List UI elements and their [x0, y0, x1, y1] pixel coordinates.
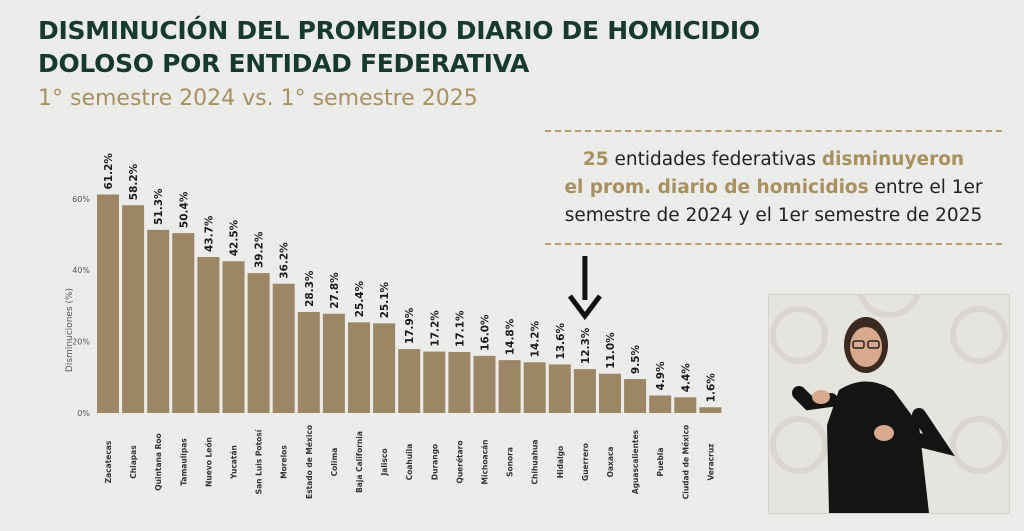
- category-label: Guerrero: [581, 443, 590, 481]
- data-label: 28.3%: [304, 270, 316, 307]
- data-label: 25.1%: [379, 281, 391, 318]
- data-label: 14.8%: [505, 318, 517, 355]
- data-label: 39.2%: [254, 231, 266, 268]
- category-label: Tamaulipas: [179, 438, 188, 486]
- title-line-2: DOLOSO POR ENTIDAD FEDERATIVA: [38, 49, 529, 78]
- data-label: 25.4%: [354, 280, 366, 317]
- data-label: 9.5%: [630, 344, 642, 374]
- bar: [172, 233, 195, 413]
- page-title: DISMINUCIÓN DEL PROMEDIO DIARIO DE HOMIC…: [38, 14, 760, 80]
- title-line-1: DISMINUCIÓN DEL PROMEDIO DIARIO DE HOMIC…: [38, 16, 760, 45]
- bar: [272, 283, 295, 413]
- category-label: Aguascalientes: [631, 429, 640, 494]
- bar: [674, 397, 697, 413]
- data-label: 12.3%: [580, 327, 592, 364]
- data-label: 17.9%: [404, 307, 416, 344]
- category-label: Zacatecas: [104, 440, 113, 483]
- data-label: 36.2%: [279, 242, 291, 279]
- callout-count: 25: [582, 149, 609, 170]
- category-label: Ciudad de México: [681, 425, 690, 499]
- bar: [197, 256, 220, 413]
- y-tick-label: 60%: [72, 195, 90, 204]
- category-label: Durango: [430, 444, 439, 480]
- bar: [473, 355, 496, 413]
- data-label: 13.6%: [555, 323, 567, 360]
- bar: [523, 362, 546, 413]
- bar: [649, 395, 672, 413]
- bar: [122, 205, 145, 413]
- data-label: 58.2%: [128, 163, 140, 200]
- bar: [147, 229, 170, 413]
- callout-line-3: semestre de 2024 y el 1er semestre de 20…: [564, 205, 983, 226]
- data-label: 4.4%: [680, 363, 692, 393]
- callout-text: 25 entidades federativas disminuyeron el…: [545, 146, 1002, 230]
- data-label: 43.7%: [203, 215, 215, 252]
- category-label: Baja California: [355, 431, 364, 493]
- bar: [398, 349, 421, 413]
- callout-divider-bottom: [545, 243, 1002, 245]
- category-label: Hidalgo: [556, 446, 565, 478]
- bar: [322, 313, 345, 413]
- category-label: San Luis Potosí: [255, 429, 264, 494]
- bar: [222, 261, 245, 413]
- bar: [423, 351, 446, 413]
- bar: [599, 373, 621, 413]
- bar: [348, 322, 370, 413]
- data-label: 17.2%: [429, 310, 441, 347]
- category-label: Chihuahua: [531, 440, 540, 485]
- data-label: 1.6%: [705, 373, 717, 403]
- category-label: Quintana Roo: [154, 433, 163, 490]
- callout-part2: entre el 1er: [868, 177, 983, 198]
- data-label: 51.3%: [153, 188, 165, 225]
- data-label: 17.1%: [454, 310, 466, 347]
- y-axis-label: Disminuciones (%): [65, 288, 75, 372]
- category-label: Jalisco: [380, 448, 389, 476]
- data-label: 42.5%: [229, 219, 241, 256]
- category-label: Puebla: [656, 448, 665, 477]
- data-label: 11.0%: [605, 332, 617, 369]
- data-label: 50.4%: [178, 191, 190, 228]
- callout-divider-top: [545, 130, 1002, 132]
- bar: [548, 364, 571, 413]
- data-label: 61.2%: [103, 153, 115, 190]
- bar: [297, 311, 320, 413]
- arrow-down-icon: [567, 256, 602, 321]
- category-label: Oaxaca: [606, 447, 615, 478]
- interpreter-figure: [769, 295, 1009, 513]
- data-label: 4.9%: [655, 361, 667, 391]
- y-tick-label: 40%: [72, 266, 90, 275]
- category-label: Nuevo León: [204, 437, 213, 487]
- category-label: Veracruz: [706, 443, 715, 480]
- data-label: 16.0%: [480, 314, 492, 351]
- bar: [498, 360, 521, 413]
- callout-line-2: el prom. diario de homicidios entre el 1…: [545, 174, 1002, 202]
- bar: [624, 379, 647, 413]
- callout-highlight-1: disminuyeron: [821, 149, 965, 170]
- bar: [699, 407, 722, 413]
- category-label: Coahuila: [405, 444, 414, 481]
- category-label: Michoacán: [481, 440, 490, 485]
- page-subtitle: 1° semestre 2024 vs. 1° semestre 2025: [38, 86, 478, 111]
- data-label: 14.2%: [530, 320, 542, 357]
- category-label: Colima: [330, 448, 339, 477]
- bar: [573, 369, 596, 413]
- bar: [448, 351, 471, 413]
- y-tick-label: 0%: [77, 409, 90, 418]
- category-label: Querétaro: [455, 440, 464, 483]
- callout-line-1: 25 entidades federativas disminuyeron: [545, 146, 1002, 174]
- bar: [373, 323, 396, 413]
- category-label: Yucatán: [230, 445, 239, 480]
- category-label: Estado de México: [305, 425, 314, 499]
- data-label: 27.8%: [329, 272, 341, 309]
- callout-part1: entidades federativas: [608, 149, 822, 170]
- category-label: Chiapas: [129, 445, 138, 479]
- sign-language-interpreter-video: [768, 294, 1010, 514]
- callout-highlight-2: el prom. diario de homicidios: [564, 177, 869, 198]
- category-label: Morelos: [280, 445, 289, 479]
- y-tick-label: 20%: [72, 338, 90, 347]
- category-label: Sonora: [506, 447, 515, 477]
- bar: [247, 273, 270, 413]
- bar: [97, 194, 119, 413]
